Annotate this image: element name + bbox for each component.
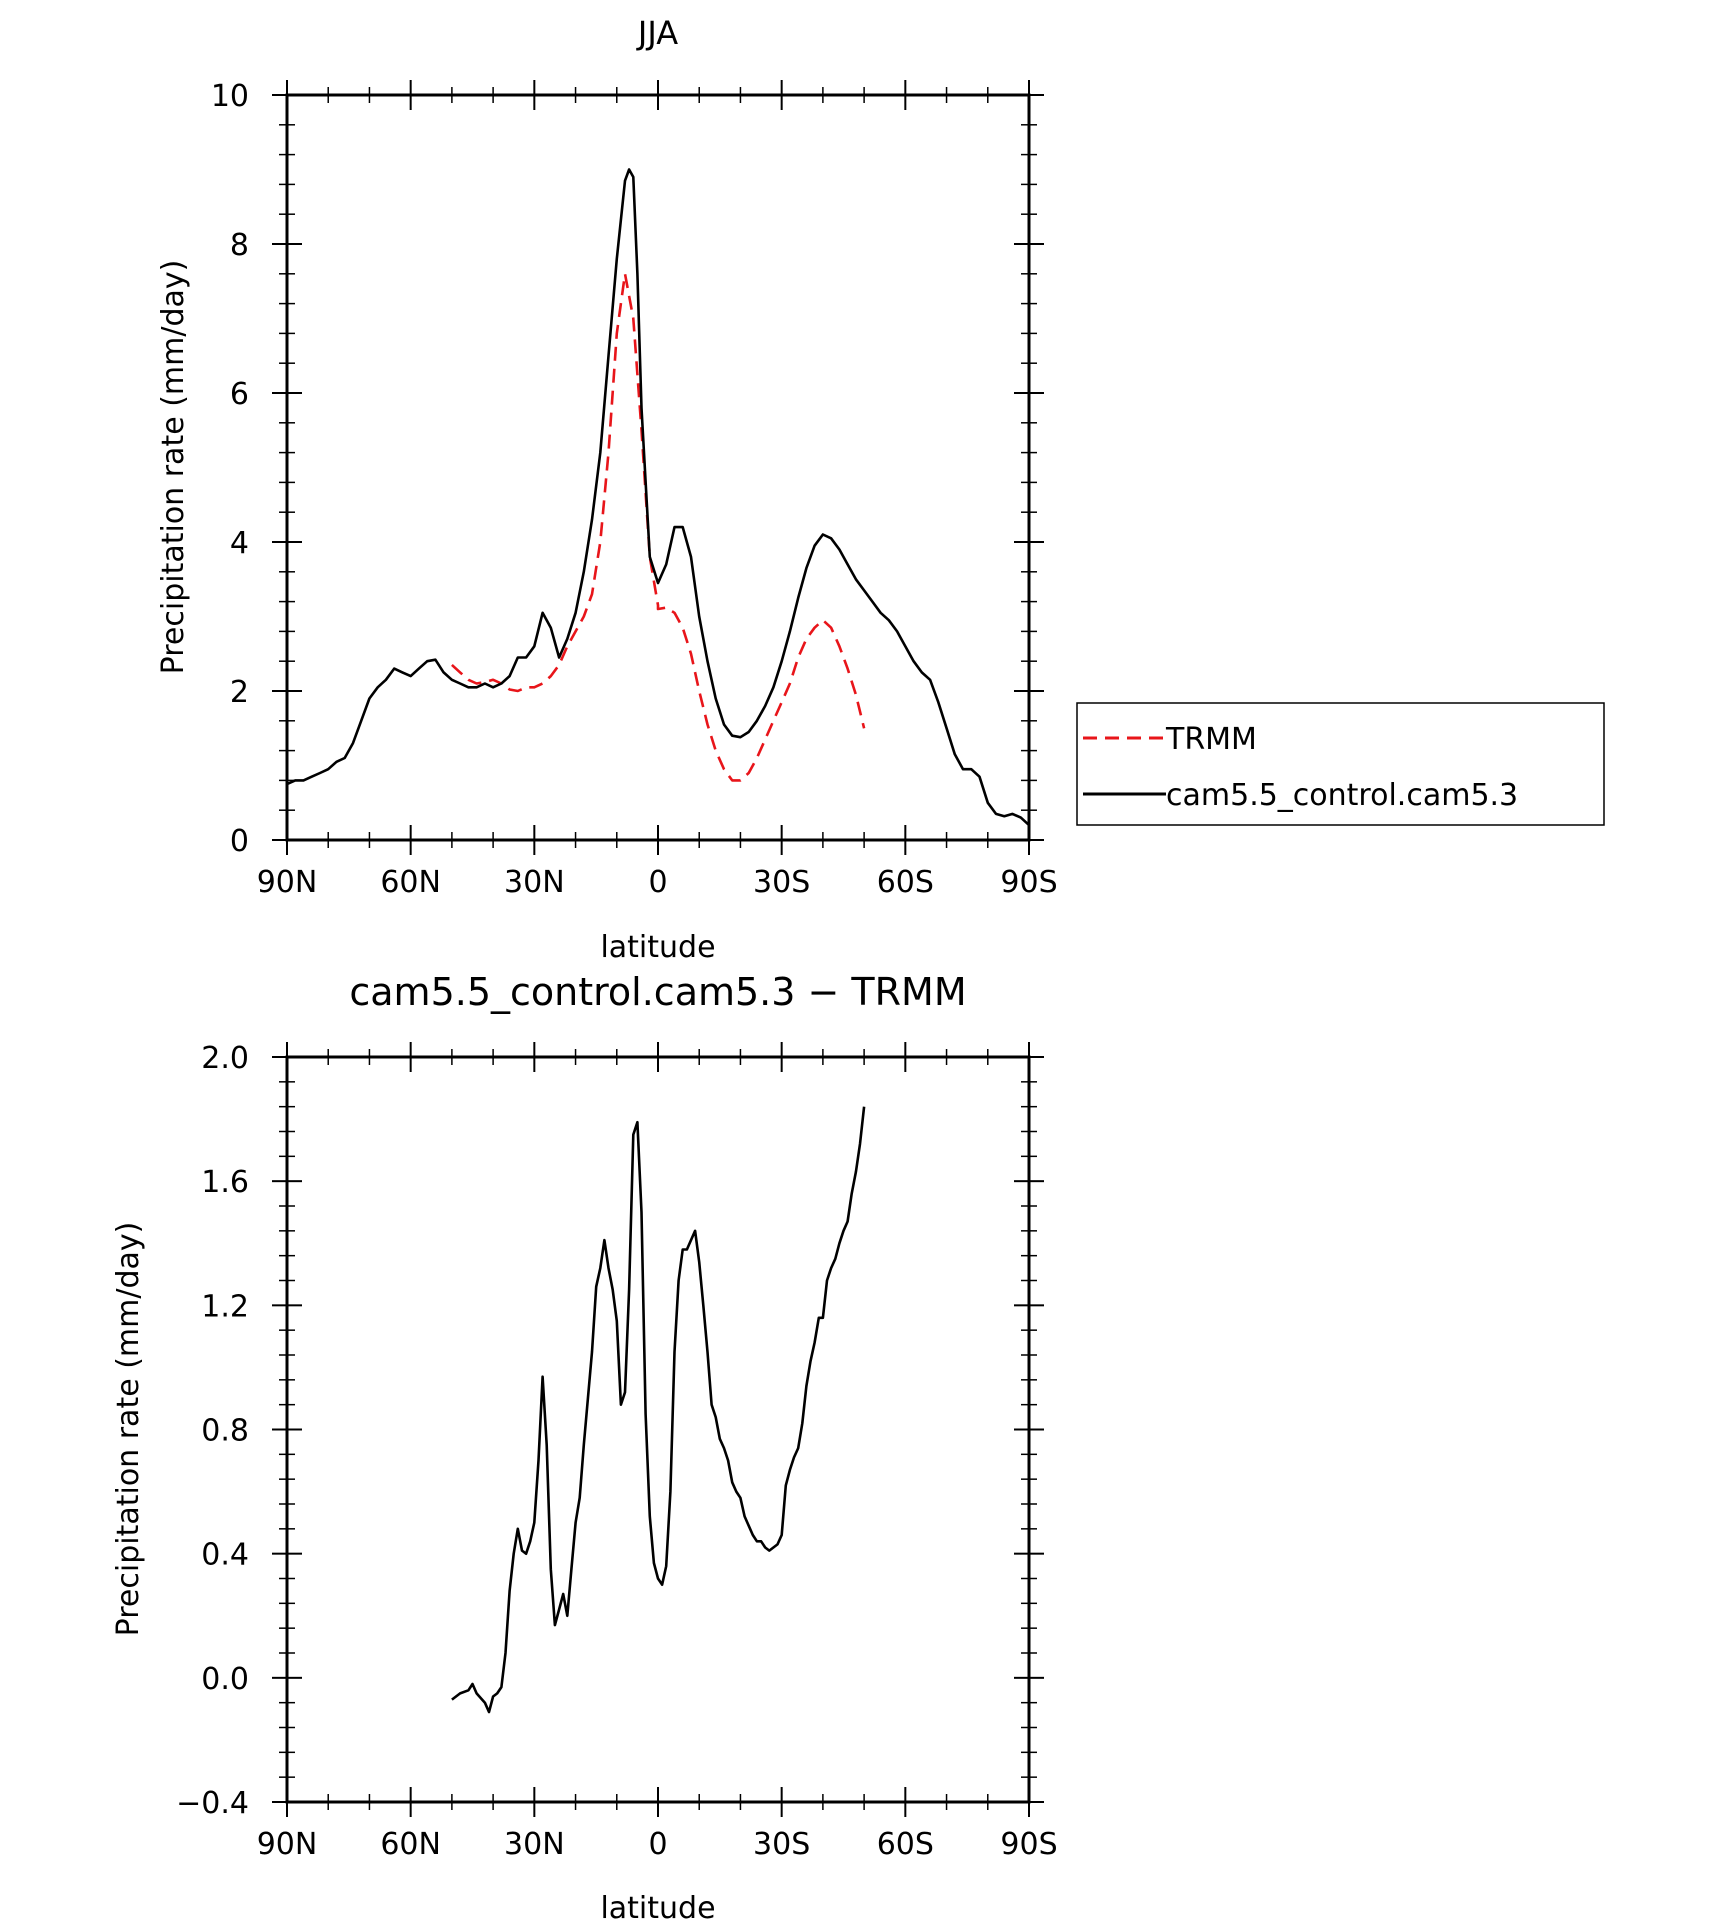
legend-box xyxy=(1076,702,1605,826)
x-tick-label: 0 xyxy=(648,1827,667,1862)
y-tick-label: 1.2 xyxy=(201,1289,249,1324)
series-line-trmm xyxy=(451,272,866,782)
x-tick-label: 60S xyxy=(877,865,934,900)
x-tick-label: 90S xyxy=(1000,865,1057,900)
x-tick-label: 0 xyxy=(648,865,667,900)
panel-top-series xyxy=(286,168,1030,827)
x-tick-label: 90N xyxy=(257,1827,318,1862)
panel-bottom: cam5.5_control.cam5.3 − TRMM 90N 60N 30N 0 3… xyxy=(111,970,1058,1922)
y-tick-label: 0.4 xyxy=(201,1538,249,1573)
legend: TRMM cam5.5_control.cam5.3 xyxy=(1076,702,1605,826)
panel-bottom-y-axis-label: Precipitation rate (mm/day) xyxy=(111,1222,146,1637)
panel-top-y-tick-labels: 0 2 4 6 8 10 xyxy=(211,79,249,859)
panel-bottom-x-axis-label: latitude xyxy=(600,1891,715,1922)
panel-bottom-x-tick-labels: 90N 60N 30N 0 30S 60S 90S xyxy=(257,1827,1058,1862)
panel-bottom-ticks xyxy=(272,1042,1044,1817)
y-tick-label: 1.6 xyxy=(201,1165,249,1200)
panel-top-title: JJA xyxy=(636,14,678,52)
panel-top-x-tick-labels: 90N 60N 30N 0 30S 60S 90S xyxy=(257,865,1058,900)
y-tick-label: 8 xyxy=(230,228,249,263)
x-tick-label: 90S xyxy=(1000,1827,1057,1862)
y-tick-label: 10 xyxy=(211,79,249,114)
y-tick-label: 2 xyxy=(230,675,249,710)
y-tick-label: −0.4 xyxy=(176,1786,249,1821)
y-tick-label: 6 xyxy=(230,377,249,412)
x-tick-label: 90N xyxy=(257,865,318,900)
y-tick-label: 0.0 xyxy=(201,1662,249,1697)
panel-top: JJA 90N 60N 30N 0 30S 60S 90S 0 2 4 6 8 10 latitude… xyxy=(156,14,1605,965)
series-line-difference xyxy=(451,1106,866,1714)
panel-bottom-y-tick-labels: −0.4 0.0 0.4 0.8 1.2 1.6 2.0 xyxy=(176,1041,249,1821)
y-tick-label: 4 xyxy=(230,526,249,561)
y-tick-label: 2.0 xyxy=(201,1041,249,1076)
x-tick-label: 30N xyxy=(504,865,565,900)
panel-top-plot-frame xyxy=(285,93,1031,842)
series-line-cam5-5-control-cam5-3 xyxy=(286,168,1030,827)
panel-bottom-title: cam5.5_control.cam5.3 − TRMM xyxy=(349,970,966,1014)
panel-top-ticks xyxy=(272,80,1044,855)
legend-label-cam: cam5.5_control.cam5.3 xyxy=(1166,778,1518,813)
panel-bottom-series xyxy=(451,1106,866,1714)
panel-top-y-axis-label: Precipitation rate (mm/day) xyxy=(156,260,191,675)
panel-bottom-plot-frame xyxy=(285,1055,1031,1804)
x-tick-label: 30N xyxy=(504,1827,565,1862)
x-tick-label: 30S xyxy=(753,1827,810,1862)
y-tick-label: 0.8 xyxy=(201,1414,249,1449)
x-tick-label: 60S xyxy=(877,1827,934,1862)
y-tick-label: 0 xyxy=(230,824,249,859)
x-tick-label: 30S xyxy=(753,865,810,900)
x-tick-label: 60N xyxy=(380,1827,441,1862)
legend-label-trmm: TRMM xyxy=(1165,722,1257,757)
panel-top-x-axis-label: latitude xyxy=(600,930,715,965)
x-tick-label: 60N xyxy=(380,865,441,900)
